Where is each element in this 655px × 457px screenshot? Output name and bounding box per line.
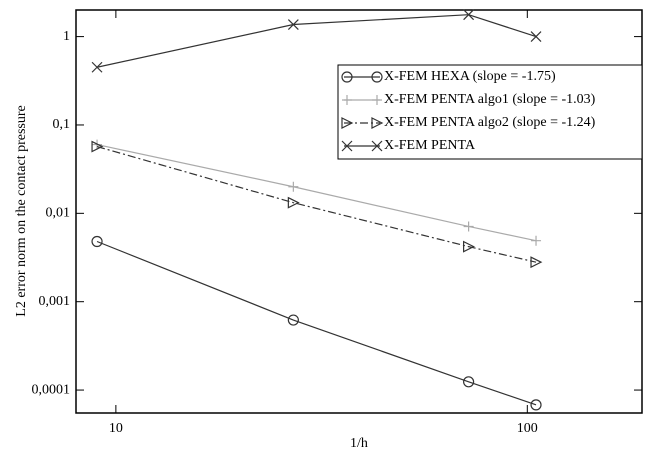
legend-label: X-FEM HEXA (slope = -1.75) bbox=[384, 69, 556, 84]
plot-frame bbox=[75, 9, 643, 414]
marker bbox=[287, 314, 299, 326]
series-line bbox=[96, 145, 537, 263]
legend-marker bbox=[341, 71, 353, 83]
marker bbox=[287, 19, 299, 30]
marker bbox=[463, 376, 475, 388]
y-tick-label: 0,0001 bbox=[32, 382, 71, 397]
legend-marker bbox=[372, 95, 382, 105]
legend-marker bbox=[342, 95, 352, 105]
legend-marker bbox=[371, 140, 383, 152]
legend-label: X-FEM PENTA algo2 (slope = -1.24) bbox=[384, 115, 596, 130]
y-tick-label: 0,001 bbox=[39, 294, 71, 309]
legend-label: X-FEM PENTA bbox=[384, 138, 476, 153]
y-axis-label: L2 error norm on the contact pressure bbox=[14, 105, 29, 316]
marker bbox=[530, 31, 542, 43]
marker bbox=[287, 196, 300, 209]
series-line bbox=[96, 240, 537, 406]
legend-label: X-FEM PENTA algo1 (slope = -1.03) bbox=[384, 92, 596, 107]
y-tick-label: 0,01 bbox=[46, 206, 71, 221]
legend-box bbox=[337, 64, 643, 160]
y-tick-label: 1 bbox=[63, 29, 70, 44]
marker bbox=[463, 221, 474, 232]
legend-marker bbox=[341, 140, 353, 152]
x-axis-label: 1/h bbox=[350, 436, 368, 451]
y-tick-label: 0,1 bbox=[53, 117, 71, 132]
marker bbox=[530, 256, 543, 269]
marker bbox=[288, 181, 299, 192]
marker bbox=[463, 240, 475, 253]
legend-marker bbox=[371, 71, 383, 83]
marker bbox=[530, 399, 542, 411]
marker bbox=[463, 9, 475, 21]
marker bbox=[531, 235, 542, 246]
marker bbox=[91, 140, 104, 153]
x-tick-label: 100 bbox=[517, 421, 538, 436]
marker bbox=[91, 235, 103, 248]
legend-marker bbox=[371, 117, 384, 129]
legend-marker bbox=[341, 117, 354, 129]
series-line bbox=[96, 143, 537, 242]
series-line bbox=[96, 14, 537, 68]
x-tick-label: 10 bbox=[109, 421, 123, 436]
marker bbox=[91, 61, 103, 73]
